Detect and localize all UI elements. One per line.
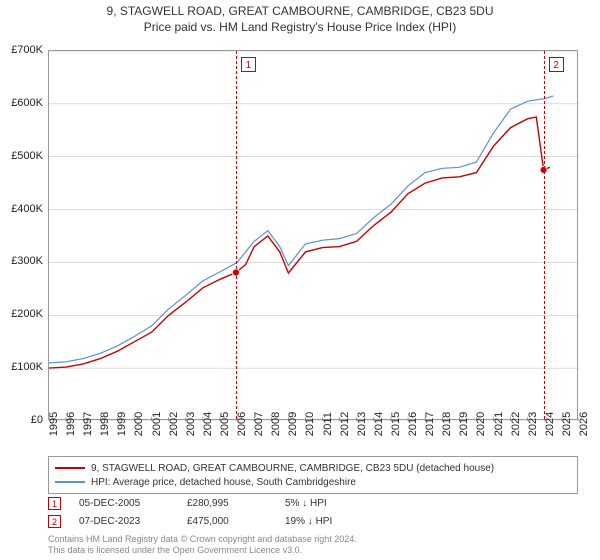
chart-title-line2: Price paid vs. HM Land Registry's House … xyxy=(0,20,600,34)
xtick-label: 2017 xyxy=(424,412,436,436)
event-row-delta: 5% ↓ HPI xyxy=(285,498,375,509)
series-line-1 xyxy=(49,96,553,363)
chart-svg xyxy=(49,51,579,421)
event-badge-1: 1 xyxy=(241,57,256,72)
xtick-label: 2002 xyxy=(168,412,180,436)
xtick-label: 2021 xyxy=(493,412,505,436)
event-row-price: £280,995 xyxy=(187,498,267,509)
xtick-label: 2026 xyxy=(578,412,590,436)
xtick-label: 2023 xyxy=(527,412,539,436)
legend-swatch xyxy=(55,467,85,469)
xtick-label: 2015 xyxy=(390,412,402,436)
xtick-label: 1999 xyxy=(116,412,128,436)
xtick-label: 2001 xyxy=(151,412,163,436)
footer-line2: This data is licensed under the Open Gov… xyxy=(48,545,302,555)
event-row-price: £475,000 xyxy=(187,516,267,527)
xtick-label: 2019 xyxy=(458,412,470,436)
ytick-label: £0 xyxy=(31,414,43,426)
series-line-0 xyxy=(49,117,550,368)
xtick-label: 1997 xyxy=(82,412,94,436)
xtick-label: 2016 xyxy=(407,412,419,436)
xtick-label: 1995 xyxy=(48,412,60,436)
footer-attribution: Contains HM Land Registry data © Crown c… xyxy=(48,534,578,556)
xtick-label: 2006 xyxy=(236,412,248,436)
xtick-label: 1996 xyxy=(65,412,77,436)
event-row-date: 05-DEC-2005 xyxy=(79,498,169,509)
xtick-label: 2020 xyxy=(475,412,487,436)
event-row-delta: 19% ↓ HPI xyxy=(285,516,375,527)
event-row-badge: 2 xyxy=(48,515,61,528)
ytick-label: £700K xyxy=(11,44,43,56)
ytick-label: £100K xyxy=(11,361,43,373)
xtick-label: 2010 xyxy=(304,412,316,436)
event-row-1: 1 05-DEC-2005 £280,995 5% ↓ HPI xyxy=(48,494,578,512)
event-vline-2 xyxy=(544,51,545,419)
xtick-label: 2004 xyxy=(202,412,214,436)
ytick-label: £200K xyxy=(11,308,43,320)
xtick-label: 2012 xyxy=(339,412,351,436)
event-badge-2: 2 xyxy=(549,57,564,72)
xtick-label: 2007 xyxy=(253,412,265,436)
xtick-label: 2003 xyxy=(185,412,197,436)
xtick-label: 1998 xyxy=(99,412,111,436)
xtick-label: 2018 xyxy=(441,412,453,436)
event-row-badge: 1 xyxy=(48,497,61,510)
xtick-label: 2008 xyxy=(270,412,282,436)
legend-label: HPI: Average price, detached house, Sout… xyxy=(91,477,356,488)
event-vline-1 xyxy=(236,51,237,419)
legend-swatch xyxy=(55,481,85,483)
ytick-label: £300K xyxy=(11,255,43,267)
ytick-label: £500K xyxy=(11,150,43,162)
xtick-label: 2022 xyxy=(510,412,522,436)
legend-row-0: 9, STAGWELL ROAD, GREAT CAMBOURNE, CAMBR… xyxy=(55,461,571,475)
ytick-label: £400K xyxy=(11,203,43,215)
footer-line1: Contains HM Land Registry data © Crown c… xyxy=(48,534,357,544)
event-row-date: 07-DEC-2023 xyxy=(79,516,169,527)
legend-label: 9, STAGWELL ROAD, GREAT CAMBOURNE, CAMBR… xyxy=(91,463,494,474)
event-row-2: 2 07-DEC-2023 £475,000 19% ↓ HPI xyxy=(48,512,578,530)
xtick-label: 2025 xyxy=(561,412,573,436)
ytick-label: £600K xyxy=(11,97,43,109)
chart-title-line1: 9, STAGWELL ROAD, GREAT CAMBOURNE, CAMBR… xyxy=(0,4,600,18)
legend-row-1: HPI: Average price, detached house, Sout… xyxy=(55,475,571,489)
chart-plot-area: 12 xyxy=(48,50,578,420)
xtick-label: 2000 xyxy=(133,412,145,436)
xtick-label: 2009 xyxy=(287,412,299,436)
chart-title-block: 9, STAGWELL ROAD, GREAT CAMBOURNE, CAMBR… xyxy=(0,0,600,34)
xtick-label: 2011 xyxy=(322,412,334,436)
xtick-label: 2005 xyxy=(219,412,231,436)
legend-box: 9, STAGWELL ROAD, GREAT CAMBOURNE, CAMBR… xyxy=(48,456,578,494)
xtick-label: 2013 xyxy=(356,412,368,436)
events-table: 1 05-DEC-2005 £280,995 5% ↓ HPI 2 07-DEC-2023… xyxy=(48,494,578,530)
xtick-label: 2014 xyxy=(373,412,385,436)
xtick-label: 2024 xyxy=(544,412,556,436)
